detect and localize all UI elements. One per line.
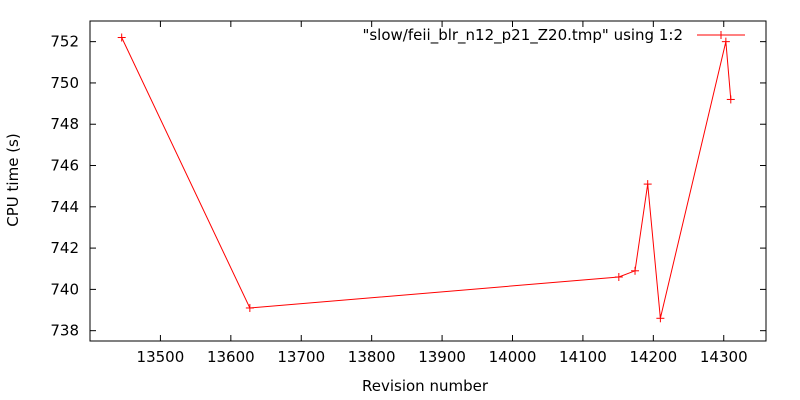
plot-frame bbox=[89, 20, 767, 342]
y-tick-label: 746 bbox=[50, 157, 79, 175]
legend-label: "slow/feii_blr_n12_p21_Z20.tmp" using 1:… bbox=[362, 26, 683, 45]
legend: "slow/feii_blr_n12_p21_Z20.tmp" using 1:… bbox=[362, 26, 745, 45]
x-tick-label: 13500 bbox=[137, 348, 185, 366]
y-tick-label: 742 bbox=[50, 239, 79, 257]
y-tick-label: 740 bbox=[50, 280, 79, 298]
legend-marker-sample bbox=[717, 31, 725, 39]
x-tick-label: 13800 bbox=[348, 348, 396, 366]
plot-frame-group bbox=[89, 20, 767, 342]
x-axis-label: Revision number bbox=[362, 377, 489, 395]
x-tick-label: 13600 bbox=[207, 348, 255, 366]
y-tick-label: 748 bbox=[50, 115, 79, 133]
x-tick-label: 14300 bbox=[700, 348, 748, 366]
x-tick-label: 13700 bbox=[277, 348, 325, 366]
data-point-marker bbox=[656, 314, 665, 323]
x-tick-label: 14200 bbox=[629, 348, 677, 366]
y-axis-label: CPU time (s) bbox=[4, 133, 22, 226]
data-point-marker bbox=[117, 33, 126, 42]
y-tick-label: 738 bbox=[50, 322, 79, 340]
y-tick-label: 752 bbox=[50, 33, 79, 51]
data-point-marker bbox=[631, 266, 640, 275]
x-axis-ticks: 13500 13600 13700 13800 13900 14000 14100 14200… bbox=[137, 21, 748, 366]
series-line bbox=[121, 37, 732, 319]
x-tick-label: 13900 bbox=[418, 348, 466, 366]
y-axis-ticks: 738 740 742 744 746 748 750 752 bbox=[50, 33, 766, 340]
x-tick-label: 14000 bbox=[489, 348, 537, 366]
data-point-marker bbox=[721, 37, 730, 46]
y-tick-label: 750 bbox=[50, 74, 79, 92]
data-point-marker bbox=[643, 180, 652, 189]
series-group bbox=[117, 33, 735, 323]
data-point-marker bbox=[614, 273, 623, 281]
x-tick-label: 14100 bbox=[559, 348, 607, 366]
y-tick-label: 744 bbox=[50, 198, 79, 216]
data-point-marker bbox=[245, 303, 254, 312]
data-point-marker bbox=[726, 95, 735, 104]
